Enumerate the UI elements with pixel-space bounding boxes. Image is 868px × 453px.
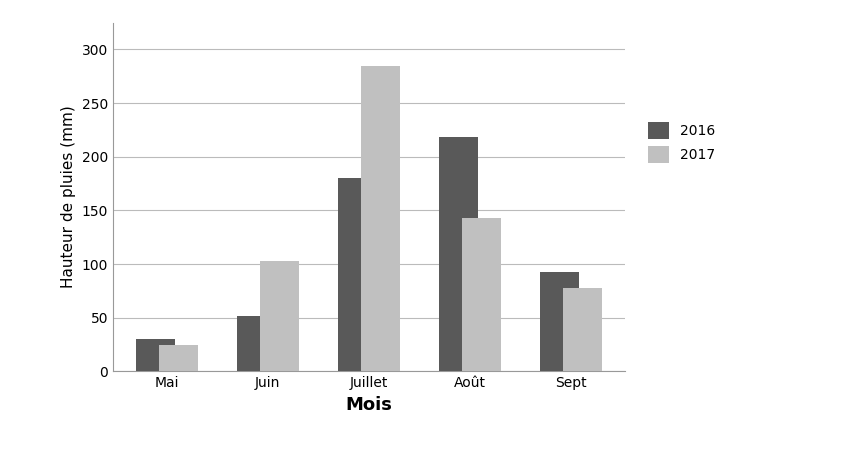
Bar bbox=[339, 178, 377, 371]
Bar bbox=[260, 261, 299, 371]
Bar bbox=[463, 218, 501, 371]
Bar bbox=[136, 339, 174, 371]
Bar bbox=[361, 66, 399, 371]
Bar bbox=[237, 316, 275, 371]
Bar bbox=[540, 272, 579, 371]
Y-axis label: Hauteur de pluies (mm): Hauteur de pluies (mm) bbox=[61, 106, 76, 289]
Bar bbox=[563, 288, 602, 371]
Legend: 2016, 2017: 2016, 2017 bbox=[642, 117, 720, 169]
Bar bbox=[159, 345, 198, 371]
Bar bbox=[439, 138, 477, 371]
X-axis label: Mois: Mois bbox=[345, 396, 392, 414]
